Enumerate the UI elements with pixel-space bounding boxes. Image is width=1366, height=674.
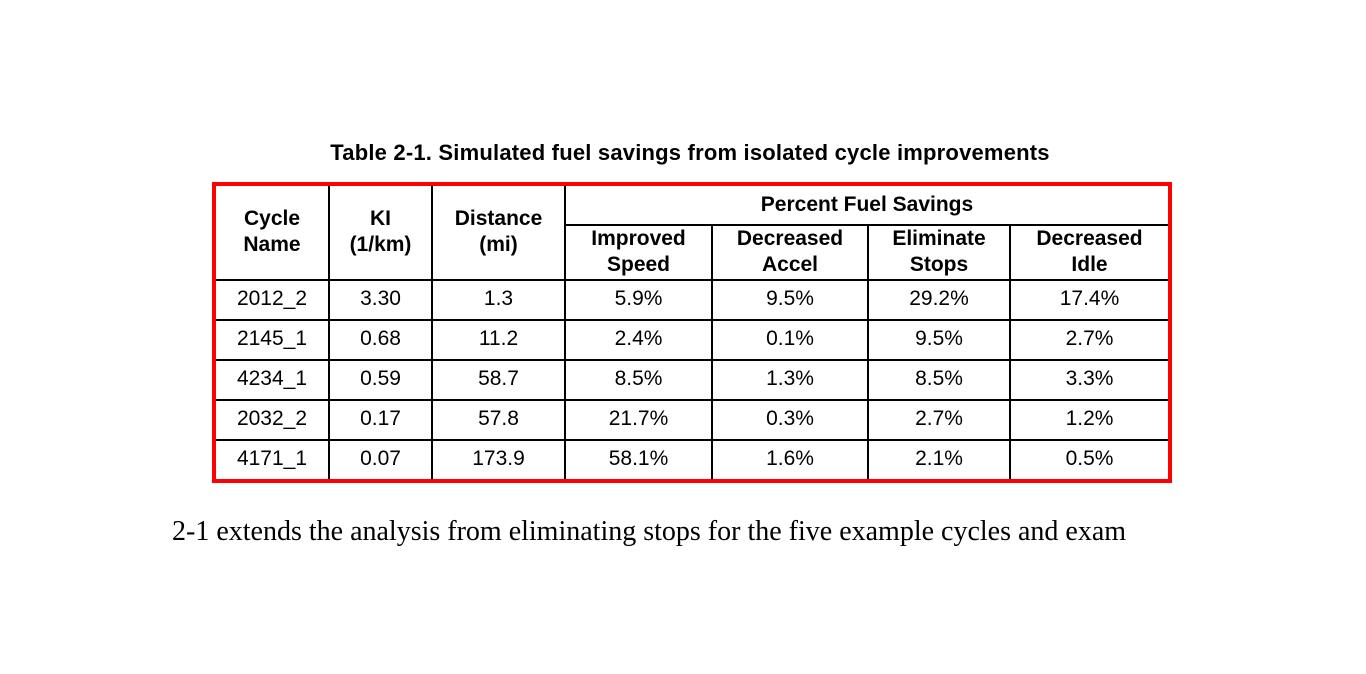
table-row: 4171_1 0.07 173.9 58.1% 1.6% 2.1% 0.5% xyxy=(213,438,1171,482)
cell-decreased-accel: 0.3% xyxy=(711,398,869,441)
col-header-eliminate-stops: Eliminate Stops xyxy=(867,224,1011,281)
cell-eliminate-stops: 8.5% xyxy=(867,358,1011,401)
cell-eliminate-stops: 2.7% xyxy=(867,398,1011,441)
cell-decreased-accel: 1.3% xyxy=(711,358,869,401)
cell-decreased-idle: 17.4% xyxy=(1009,278,1171,321)
header-row-sub: Improved Speed Decreased Accel Eliminate… xyxy=(214,224,1171,281)
col-header-cycle-name: Cycle Name xyxy=(213,183,330,281)
cell-ki: 0.07 xyxy=(328,438,433,482)
cell-distance: 173.9 xyxy=(431,438,566,482)
cell-decreased-idle: 1.2% xyxy=(1009,398,1171,441)
table-row: 2032_2 0.17 57.8 21.7% 0.3% 2.7% 1.2% xyxy=(213,398,1171,441)
group-header-percent-fuel-savings: Percent Fuel Savings xyxy=(564,183,1171,226)
cell-decreased-accel: 0.1% xyxy=(711,318,869,361)
col-header-ki: KI (1/km) xyxy=(328,183,433,281)
header-row-group: Cycle Name KI (1/km) Distance (mi) Perce… xyxy=(213,183,1171,281)
cell-decreased-idle: 0.5% xyxy=(1009,438,1171,482)
cell-distance: 57.8 xyxy=(431,398,566,441)
cell-cycle-name: 2012_2 xyxy=(213,278,330,321)
cell-distance: 58.7 xyxy=(431,358,566,401)
cell-cycle-name: 4234_1 xyxy=(213,358,330,401)
cell-improved-speed: 5.9% xyxy=(564,278,713,321)
cell-improved-speed: 21.7% xyxy=(564,398,713,441)
cell-improved-speed: 8.5% xyxy=(564,358,713,401)
body-paragraph: 2-1 extends the analysis from eliminatin… xyxy=(172,516,1127,547)
table-caption: Table 2-1. Simulated fuel savings from i… xyxy=(330,140,1050,165)
cell-cycle-name: 2032_2 xyxy=(213,398,330,441)
cell-eliminate-stops: 29.2% xyxy=(867,278,1011,321)
cell-eliminate-stops: 9.5% xyxy=(867,318,1011,361)
table-row: 2145_1 0.68 11.2 2.4% 0.1% 9.5% 2.7% xyxy=(213,318,1171,361)
cell-decreased-accel: 9.5% xyxy=(711,278,869,321)
cell-ki: 0.68 xyxy=(328,318,433,361)
cell-decreased-idle: 3.3% xyxy=(1009,358,1171,401)
cell-improved-speed: 58.1% xyxy=(564,438,713,482)
cell-eliminate-stops: 2.1% xyxy=(867,438,1011,482)
cell-ki: 0.17 xyxy=(328,398,433,441)
cell-ki: 3.30 xyxy=(328,278,433,321)
cell-cycle-name: 4171_1 xyxy=(213,438,330,482)
cell-decreased-idle: 2.7% xyxy=(1009,318,1171,361)
col-header-improved-speed: Improved Speed xyxy=(564,224,713,281)
table-row: 2012_2 3.30 1.3 5.9% 9.5% 29.2% 17.4% xyxy=(213,278,1171,321)
col-header-distance: Distance (mi) xyxy=(431,183,566,281)
fuel-savings-table: Cycle Name KI (1/km) Distance (mi) Perce… xyxy=(212,182,1172,483)
table-row: 4234_1 0.59 58.7 8.5% 1.3% 8.5% 3.3% xyxy=(213,358,1171,401)
cell-ki: 0.59 xyxy=(328,358,433,401)
col-header-decreased-idle: Decreased Idle xyxy=(1009,224,1171,281)
cell-cycle-name: 2145_1 xyxy=(213,318,330,361)
cell-distance: 11.2 xyxy=(431,318,566,361)
cell-improved-speed: 2.4% xyxy=(564,318,713,361)
cell-distance: 1.3 xyxy=(431,278,566,321)
col-header-decreased-accel: Decreased Accel xyxy=(711,224,869,281)
cell-decreased-accel: 1.6% xyxy=(711,438,869,482)
